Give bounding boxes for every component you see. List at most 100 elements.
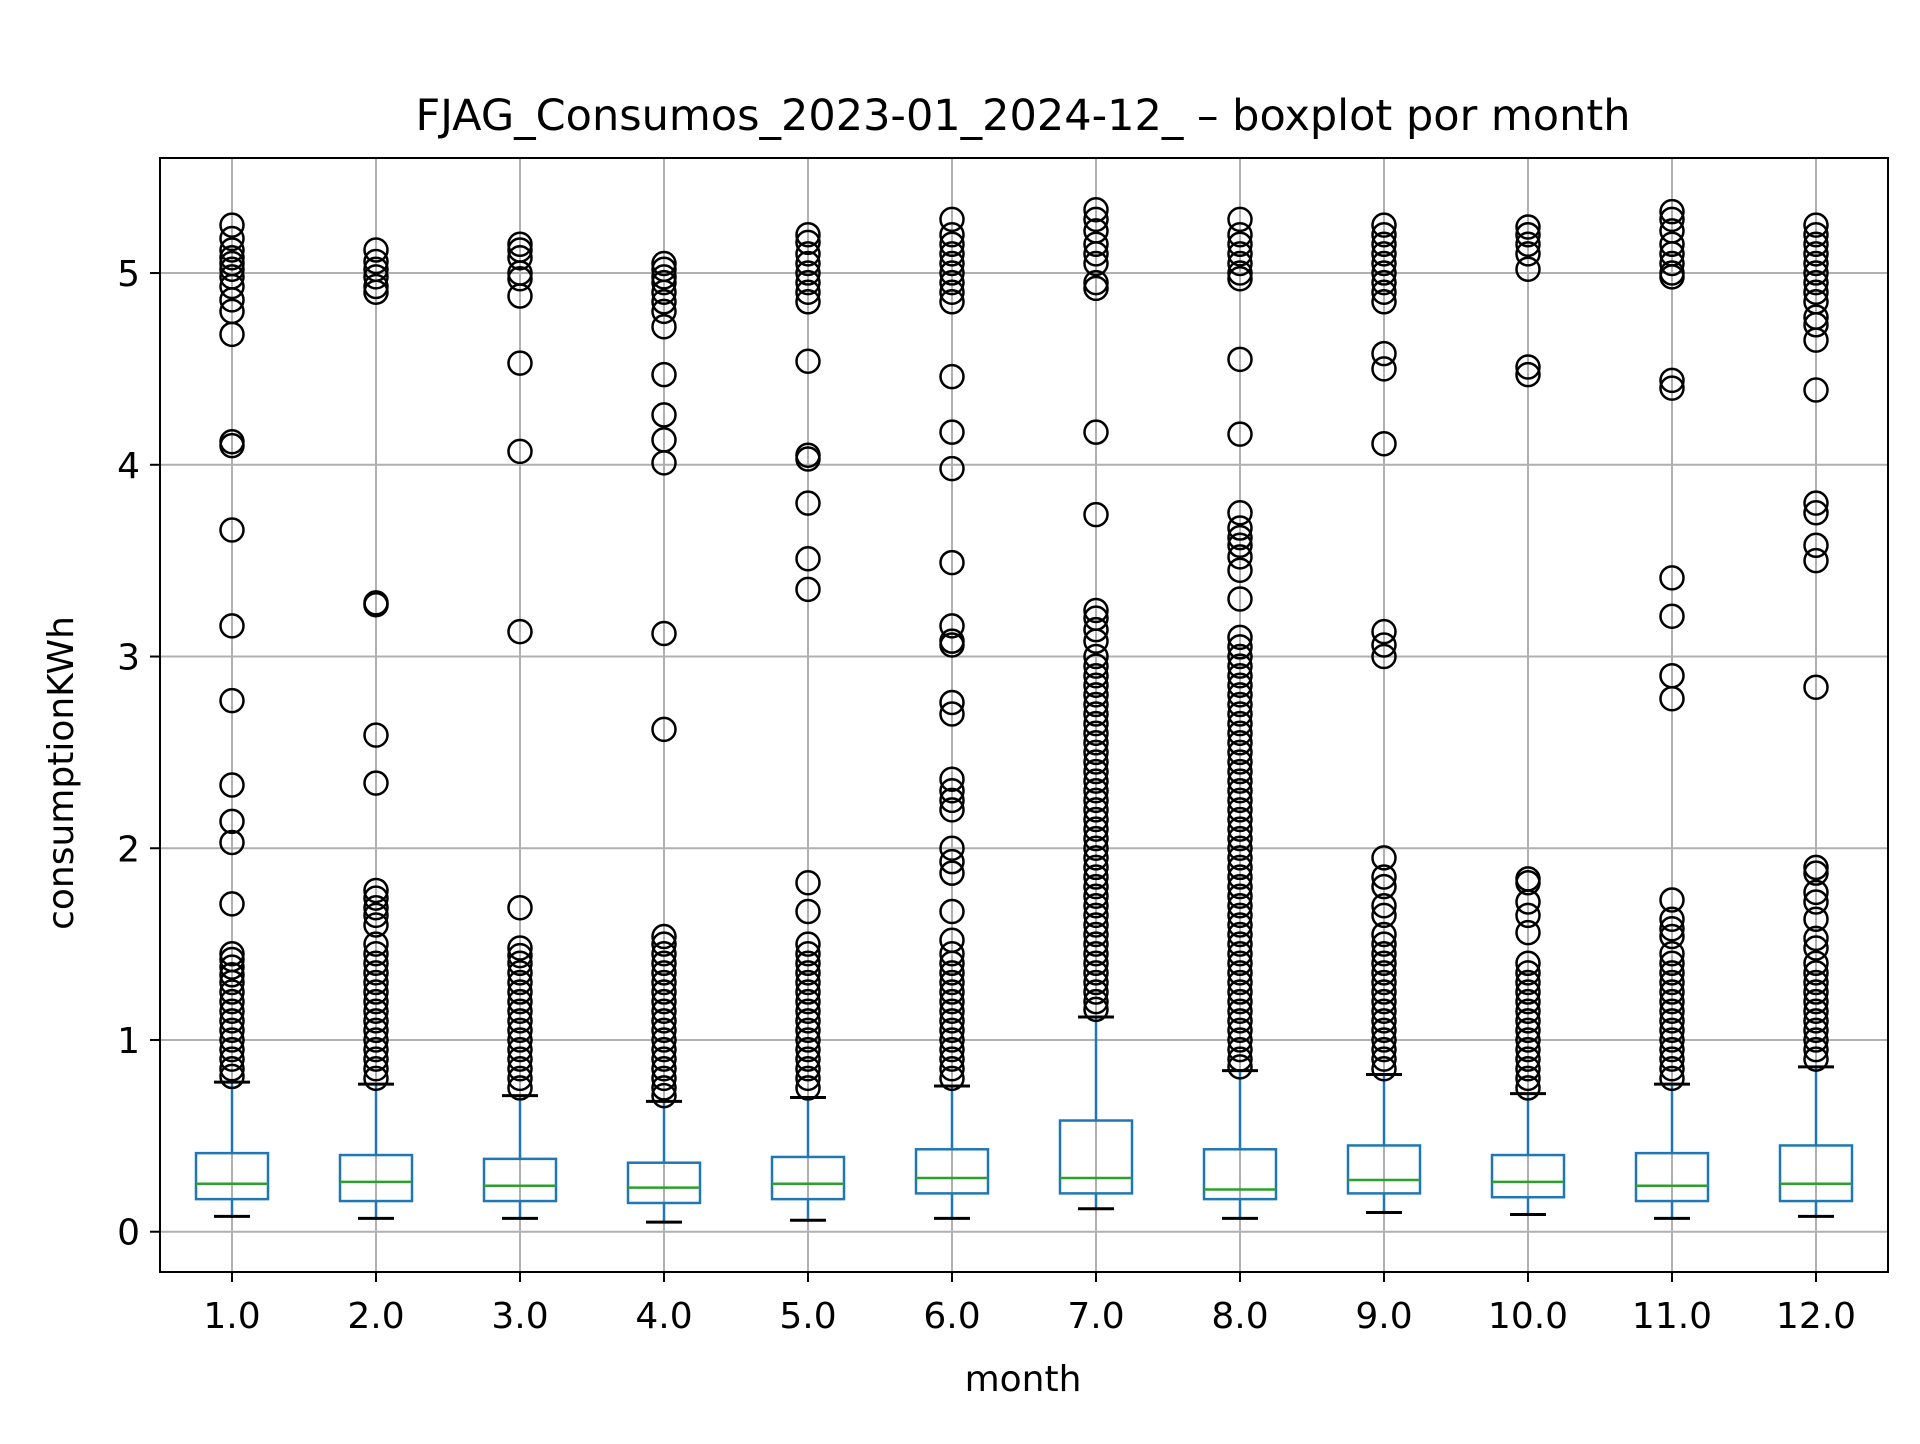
outlier-point	[651, 264, 677, 290]
outlier-point	[507, 1008, 533, 1034]
outlier-point	[1227, 701, 1253, 727]
outlier-point	[795, 490, 821, 516]
outlier-point	[1515, 1036, 1541, 1063]
outlier-point	[939, 1027, 965, 1053]
outlier-point	[219, 1063, 245, 1090]
outlier-point	[1227, 624, 1253, 651]
outlier-point	[1083, 835, 1109, 862]
outlier-point	[1371, 902, 1397, 929]
outlier-point	[939, 777, 965, 804]
outlier-point	[1659, 916, 1685, 942]
outlier-point	[1515, 214, 1541, 240]
outlier-point	[651, 998, 677, 1024]
outlier-point	[219, 225, 245, 252]
outlier-point	[1515, 988, 1541, 1015]
outlier-point	[1227, 902, 1253, 929]
outlier-point	[651, 1056, 677, 1082]
outlier-point	[1659, 887, 1685, 913]
outlier-point	[1371, 241, 1397, 267]
outlier-point	[363, 988, 389, 1015]
outlier-point	[219, 891, 245, 917]
outlier-point	[1083, 597, 1109, 624]
outlier-point	[1227, 266, 1253, 292]
outlier-point	[651, 1082, 677, 1109]
outlier-point	[795, 898, 821, 925]
outlier-point	[1227, 532, 1253, 559]
outlier-point	[507, 979, 533, 1005]
box-iqr	[1634, 1151, 1710, 1203]
outlier-point	[1371, 221, 1397, 248]
outlier-point	[651, 269, 677, 296]
outlier-point	[939, 988, 965, 1015]
outlier-point	[795, 1075, 821, 1101]
outlier-point	[651, 1075, 677, 1101]
outlier-point	[1227, 998, 1253, 1024]
box-iqr	[626, 1161, 702, 1205]
outlier-point	[1227, 544, 1253, 570]
x-tick-label: 9.0	[1355, 1296, 1412, 1337]
outlier-point	[1659, 906, 1685, 932]
outlier-point	[1083, 931, 1109, 957]
outlier-point	[1083, 701, 1109, 727]
x-tick-label: 8.0	[1211, 1296, 1268, 1337]
outlier-point	[219, 613, 245, 639]
outlier-point	[1371, 1046, 1397, 1072]
outlier-point	[363, 1008, 389, 1034]
outlier-point	[1515, 256, 1541, 282]
outlier-point	[1083, 825, 1109, 852]
outlier-point	[507, 969, 533, 996]
outlier-point	[1227, 854, 1253, 881]
outlier-point	[1803, 250, 1829, 277]
outlier-point	[1371, 260, 1397, 286]
outlier-point	[219, 687, 245, 714]
outlier-point	[1515, 950, 1541, 977]
outlier-point	[795, 1046, 821, 1072]
outlier-point	[1803, 377, 1829, 403]
outlier-point	[1227, 524, 1253, 551]
outlier-point	[219, 273, 245, 300]
outlier-point	[1083, 691, 1109, 718]
outlier-point	[1083, 940, 1109, 967]
outlier-point	[363, 1027, 389, 1053]
x-tick-label: 3.0	[491, 1296, 548, 1337]
outlier-point	[795, 221, 821, 248]
outlier-point	[795, 940, 821, 967]
outlier-point	[1803, 906, 1829, 932]
outlier-point	[1803, 231, 1829, 258]
outlier-point	[1083, 662, 1109, 689]
outlier-point	[651, 960, 677, 986]
outlier-point	[363, 960, 389, 986]
outlier-point	[1803, 547, 1829, 574]
outlier-point	[795, 931, 821, 957]
outlier-point	[1371, 969, 1397, 996]
chart-title: FJAG_Consumos_2023-01_2024-12_ – boxplot…	[416, 91, 1631, 141]
outlier-point	[1803, 490, 1829, 516]
outlier-point	[1659, 1065, 1685, 1092]
outlier-point	[1227, 835, 1253, 862]
outlier-point	[795, 576, 821, 603]
outlier-point	[1083, 768, 1109, 794]
outlier-point	[507, 935, 533, 961]
box-iqr	[1058, 1119, 1134, 1195]
outlier-point	[1227, 797, 1253, 823]
outlier-point	[1083, 749, 1109, 775]
outlier-point	[219, 998, 245, 1024]
outlier-point	[1227, 1017, 1253, 1044]
outlier-point	[1803, 1017, 1829, 1044]
outlier-point	[219, 256, 245, 282]
outlier-point	[651, 931, 677, 957]
outlier-point	[939, 1017, 965, 1044]
outlier-point	[507, 618, 533, 645]
outlier-point	[363, 912, 389, 938]
outlier-point	[219, 1017, 245, 1044]
outlier-point	[1515, 1065, 1541, 1092]
outlier-point	[1371, 1036, 1397, 1063]
outlier-point	[939, 363, 965, 390]
plot-frame	[159, 157, 1889, 1273]
outlier-point	[219, 517, 245, 543]
outlier-point	[1227, 931, 1253, 957]
outlier-point	[1659, 231, 1685, 258]
outlier-point	[1227, 206, 1253, 233]
outlier-point	[363, 264, 389, 290]
